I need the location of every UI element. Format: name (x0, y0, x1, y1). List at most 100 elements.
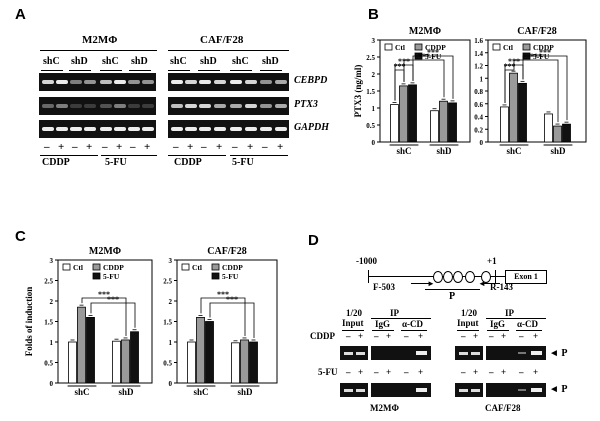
panel-d-label: D (308, 232, 319, 249)
chip-band (344, 352, 353, 355)
bar (390, 104, 399, 143)
ip-label: IP (390, 308, 399, 318)
gel-sign: + (144, 141, 151, 153)
y-tick-label: 2 (372, 71, 376, 79)
sig-label: *** (226, 295, 238, 304)
legend-swatch (522, 43, 531, 51)
gel-band (84, 80, 96, 84)
x-tick-label: shC (74, 387, 89, 397)
gel-band (100, 127, 112, 131)
chip-band (344, 389, 353, 392)
chip-sign: + (473, 331, 479, 341)
chip-sign: – (374, 331, 379, 341)
y-tick-label: 1.4 (474, 50, 483, 58)
x-tick-label: shD (436, 146, 452, 156)
chip-sign: – (346, 367, 351, 377)
bar (448, 102, 457, 143)
gel-sign: + (187, 141, 194, 153)
y-tick-label: 1.5 (366, 88, 375, 96)
gel-band (199, 127, 211, 131)
gel-shrna-label: shD (200, 56, 217, 67)
gel-band (245, 104, 257, 108)
gel-band (100, 104, 112, 108)
gel-header-line-m2m (40, 50, 157, 51)
gel-band (171, 80, 183, 84)
gel-row-block (168, 73, 289, 91)
y-tick-label: 1 (169, 339, 173, 347)
gel-drug-line (101, 155, 157, 156)
sig-label: *** (418, 52, 430, 61)
bar (500, 106, 509, 143)
chip-sign: + (501, 367, 507, 377)
legend-swatch (92, 263, 101, 271)
primer-reverse-label: R-143 (490, 282, 513, 292)
gel-band (185, 104, 197, 108)
gel-drug-line (230, 155, 288, 156)
chip-sign: – (489, 331, 494, 341)
gel-band (70, 80, 82, 84)
gel-cell-caf: CAF/F28 (200, 34, 244, 46)
chip-sign: – (519, 331, 524, 341)
input-underline (457, 330, 479, 331)
sig-bracket (200, 297, 246, 336)
input-label: Input (342, 318, 364, 328)
chip-sign: – (404, 367, 409, 377)
gel-band (214, 104, 226, 108)
y-tick-label: 1 (372, 105, 376, 113)
chip-sign: + (501, 331, 507, 341)
chip-band-p-label: ◄ P (549, 348, 568, 359)
y-tick-label: 0 (50, 380, 54, 388)
chip-sign: + (473, 367, 479, 377)
gel-band (171, 104, 183, 108)
gel-row-block (39, 97, 156, 115)
x-tick-label: shC (193, 387, 208, 397)
y-tick-label: 0.5 (366, 122, 375, 130)
gel-gene-label: CEBPD (294, 75, 328, 86)
gel-band (56, 104, 68, 108)
gel-shrna-line (168, 70, 190, 71)
chart-c-m2m: M2MΦ 0 0.5 1 1.5 2 2.5 3 Folds of induction Ctl CD… (24, 246, 153, 397)
chip-band (518, 352, 526, 354)
sig-label: *** (539, 48, 551, 57)
gel-band (42, 127, 54, 131)
chip-sign: + (358, 367, 364, 377)
chip-sign: + (418, 367, 424, 377)
gel-band (142, 104, 154, 108)
gel-band (128, 104, 140, 108)
input-label: 1/20 (461, 308, 478, 318)
gel-row-block (39, 120, 156, 138)
bar (562, 123, 571, 143)
gel-band (142, 127, 154, 131)
chip-gel-ip (371, 346, 431, 360)
gel-row-block (39, 73, 156, 91)
legend-label: CDDP (222, 263, 243, 272)
legend-label: CDDP (103, 263, 124, 272)
x-tick-label: shC (396, 146, 411, 156)
binding-site-icon (443, 271, 453, 283)
chip-gel-ip (371, 383, 431, 397)
ip-label: IP (505, 308, 514, 318)
gel-shrna-label: shC (170, 56, 187, 67)
bar (439, 100, 448, 143)
chip-band (416, 351, 427, 355)
chip-band (531, 351, 542, 355)
gel-band (70, 104, 82, 108)
chip-sign: – (519, 367, 524, 377)
input-label: 1/20 (346, 308, 363, 318)
y-tick-label: 3 (50, 257, 54, 265)
gel-drug-label: 5-FU (232, 157, 254, 168)
gel-band (230, 127, 242, 131)
chip-band (471, 352, 480, 355)
gel-shrna-line (129, 70, 151, 71)
bar (509, 72, 518, 143)
legend-label: 5-FU (222, 272, 239, 281)
y-tick-label: 0.5 (44, 360, 53, 368)
x-tick-label: shC (506, 146, 521, 156)
gel-sign: – (173, 141, 179, 153)
legend-swatch (92, 272, 101, 280)
panel-a-label: A (15, 6, 26, 23)
y-tick-label: 1.5 (163, 319, 172, 327)
gel-sign: – (232, 141, 238, 153)
chip-row-cddp: CDDP (310, 331, 335, 341)
bar (86, 317, 95, 384)
